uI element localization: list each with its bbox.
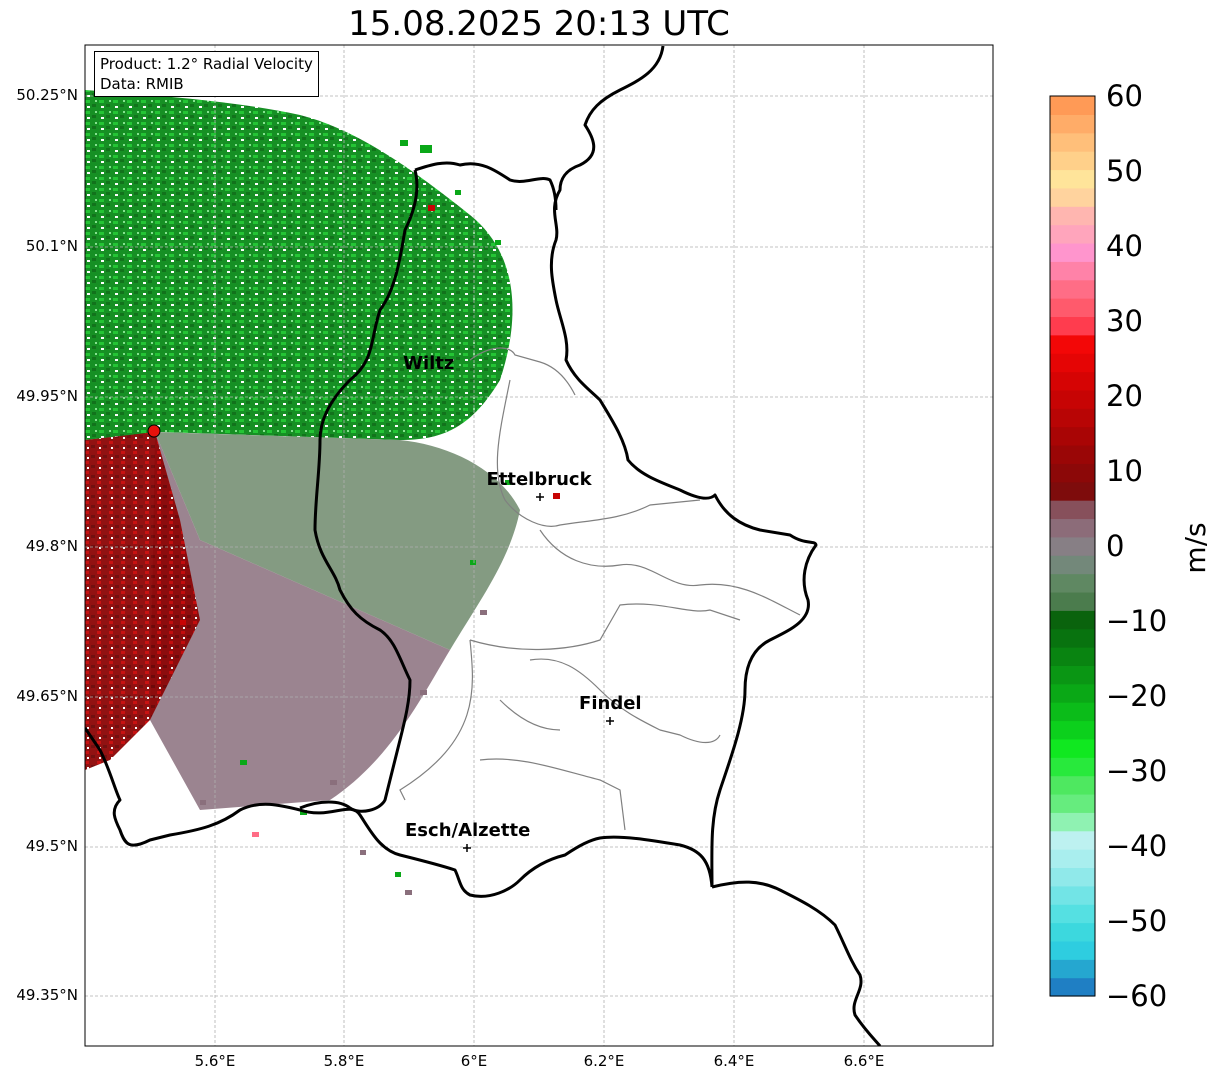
lon-tick: 6.4°E <box>713 1052 755 1070</box>
colorbar-segment <box>1050 940 1095 960</box>
colorbar-segment <box>1050 151 1095 171</box>
lon-tick: 6.6°E <box>843 1052 885 1070</box>
lon-tick: 5.6°E <box>194 1052 236 1070</box>
colorbar-segment <box>1050 775 1095 795</box>
colorbar-segment <box>1050 298 1095 318</box>
lon-tick: 6.2°E <box>583 1052 625 1070</box>
city-label: Findel <box>579 692 642 714</box>
colorbar-segment <box>1050 224 1095 244</box>
colorbar-segment <box>1050 242 1095 262</box>
lat-tick: 49.5°N <box>25 837 78 855</box>
map-title: 15.08.2025 20:13 UTC <box>348 4 730 44</box>
colorbar-segment <box>1050 647 1095 666</box>
colorbar-segment <box>1050 279 1095 299</box>
colorbar-tick: 40 <box>1106 229 1143 263</box>
colorbar-segment <box>1050 481 1095 501</box>
colorbar-tick: −50 <box>1106 904 1168 938</box>
colorbar-segment <box>1050 261 1095 281</box>
colorbar-frame <box>1049 95 1096 997</box>
colorbar-segment <box>1050 426 1095 446</box>
colorbar-tick: 20 <box>1106 379 1143 413</box>
product-label: Product: 1.2° Radial Velocity <box>100 55 313 73</box>
colorbar-segment <box>1050 96 1095 115</box>
colorbar-segment <box>1050 904 1095 924</box>
colorbar-segment <box>1050 922 1095 942</box>
colorbar-segment <box>1050 738 1095 758</box>
lat-tick: 49.8°N <box>25 537 78 555</box>
colorbar-segment <box>1050 959 1095 979</box>
colorbar-segment <box>1050 206 1095 226</box>
lon-tick: 6°E <box>460 1052 488 1070</box>
colorbar-segment <box>1050 849 1095 869</box>
colorbar-segment <box>1050 885 1095 905</box>
colorbar-tick: −60 <box>1106 979 1168 1013</box>
colorbar-tick: 10 <box>1106 454 1143 488</box>
colorbar-tick: 0 <box>1106 529 1125 563</box>
data-source-label: Data: RMIB <box>100 75 184 93</box>
colorbar-segment <box>1050 702 1095 722</box>
graticule <box>85 45 993 1046</box>
map-frame <box>84 44 994 1047</box>
lat-tick: 49.65°N <box>16 687 78 705</box>
colorbar-segment <box>1050 665 1095 685</box>
colorbar-segment <box>1050 408 1095 428</box>
lat-tick: 49.35°N <box>16 986 78 1004</box>
lat-tick: 50.1°N <box>25 237 78 255</box>
colorbar-tick: −40 <box>1106 829 1168 863</box>
lat-tick: 50.25°N <box>16 86 78 104</box>
product-info-box: Product: 1.2° Radial Velocity Data: RMIB <box>94 51 319 97</box>
colorbar-segment <box>1050 334 1095 354</box>
colorbar <box>1050 96 1095 997</box>
city-label: Esch/Alzette <box>405 819 531 841</box>
colorbar-segment <box>1050 812 1095 832</box>
city-markers <box>463 493 614 852</box>
colorbar-segment <box>1050 371 1095 391</box>
colorbar-segment <box>1050 132 1095 152</box>
lat-tick: 49.95°N <box>16 387 78 405</box>
radar-field <box>85 76 560 895</box>
colorbar-segment <box>1050 610 1095 630</box>
colorbar-tick: 60 <box>1106 79 1143 113</box>
colorbar-tick: −20 <box>1106 679 1168 713</box>
colorbar-segment <box>1050 518 1095 538</box>
colorbar-segment <box>1050 187 1095 207</box>
colorbar-segment <box>1050 757 1095 777</box>
colorbar-tick: −10 <box>1106 604 1168 638</box>
colorbar-segment <box>1050 500 1095 520</box>
colorbar-segment <box>1050 830 1095 850</box>
colorbar-segment <box>1050 793 1095 813</box>
lon-tick: 5.8°E <box>323 1052 365 1070</box>
colorbar-segment <box>1050 591 1095 611</box>
radar-site-marker <box>147 424 161 438</box>
colorbar-segment <box>1050 683 1095 703</box>
colorbar-segment <box>1050 573 1095 593</box>
colorbar-segment <box>1050 977 1095 997</box>
colorbar-unit: m/s <box>1179 522 1207 574</box>
colorbar-segment <box>1050 169 1095 189</box>
colorbar-segment <box>1050 463 1095 483</box>
colorbar-segment <box>1050 444 1095 464</box>
colorbar-segment <box>1050 555 1095 575</box>
colorbar-segment <box>1050 628 1095 648</box>
colorbar-tick: −30 <box>1106 754 1168 788</box>
colorbar-segment <box>1050 114 1095 134</box>
city-label: Wiltz <box>403 353 455 375</box>
city-label: Ettelbruck <box>486 469 592 491</box>
colorbar-segment <box>1050 536 1095 556</box>
colorbar-tick: 30 <box>1106 304 1143 338</box>
country-borders <box>85 45 882 1046</box>
colorbar-tick: 50 <box>1106 154 1143 188</box>
colorbar-segment <box>1050 353 1095 373</box>
colorbar-segment <box>1050 867 1095 887</box>
colorbar-segment <box>1050 389 1095 409</box>
colorbar-segment <box>1050 720 1095 740</box>
colorbar-segment <box>1050 316 1095 336</box>
canton-boundaries <box>399 347 801 831</box>
